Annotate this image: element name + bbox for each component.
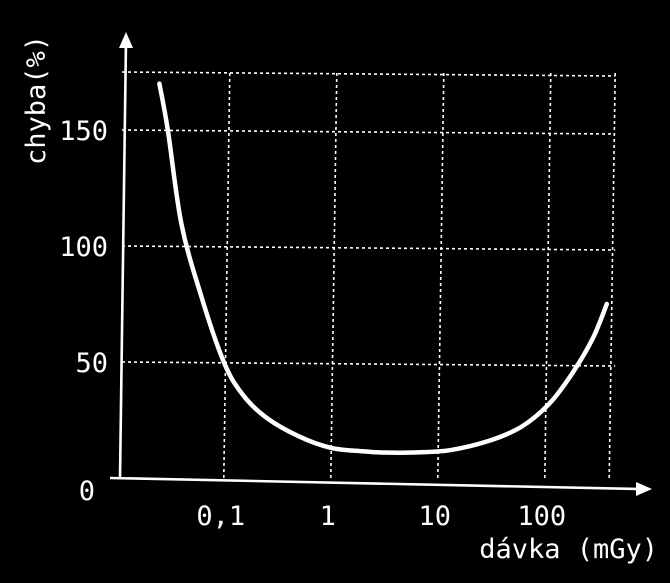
x-tick-label: 100: [517, 501, 566, 532]
axes: [109, 32, 652, 496]
grid-line-horizontal: [121, 361, 616, 367]
x-tick-label: 10: [419, 501, 452, 532]
x-axis-label: dávka (mGy): [479, 534, 658, 565]
grid-line-horizontal: [121, 71, 616, 77]
series-line: [157, 81, 610, 455]
y-tick-label: 0: [79, 476, 95, 507]
x-axis-arrow: [636, 482, 652, 496]
y-axis: [118, 39, 128, 479]
x-axis: [109, 476, 641, 491]
grid-line-vertical: [608, 71, 617, 479]
y-tick-label: 100: [59, 232, 108, 263]
grid-line-vertical: [436, 71, 445, 479]
grid-line-vertical: [222, 71, 231, 479]
grid-line-horizontal: [121, 245, 616, 251]
y-axis-label: chyba(%): [21, 35, 52, 165]
y-axis-arrow: [119, 32, 133, 48]
tick-labels: 0 50 100 150 0,1 1 10 100: [59, 116, 566, 532]
grid-line-vertical: [329, 71, 338, 479]
grid-line-horizontal: [121, 129, 616, 135]
y-tick-label: 50: [75, 348, 108, 379]
x-tick-label: 1: [320, 501, 336, 532]
x-tick-label: 0,1: [196, 501, 245, 532]
y-tick-label: 150: [59, 116, 108, 147]
